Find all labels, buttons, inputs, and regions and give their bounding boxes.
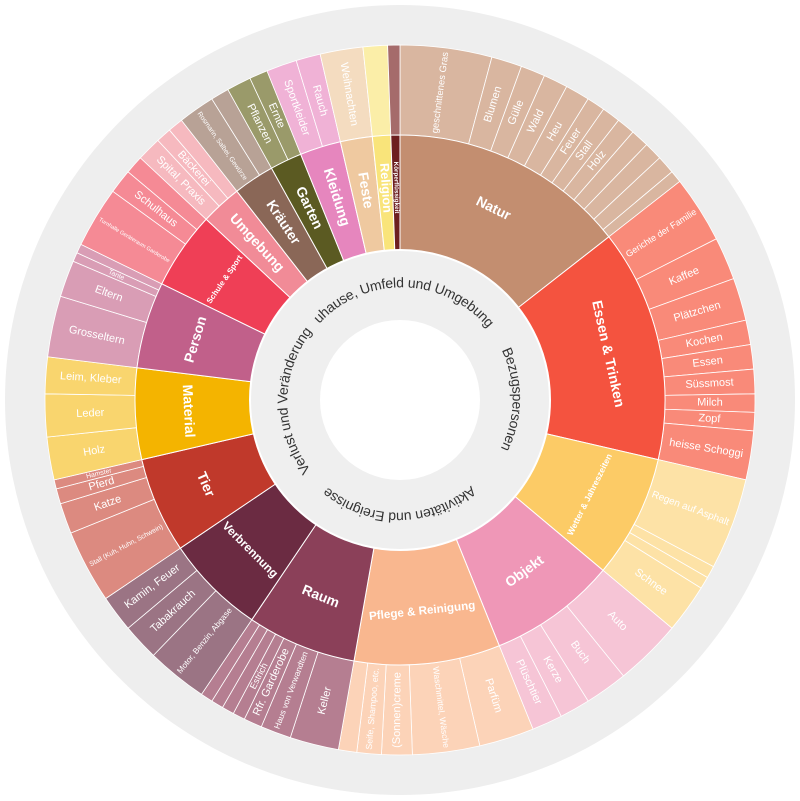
category-label: Religion: [377, 163, 394, 214]
leaf-label: (Sonnen)creme: [391, 672, 404, 748]
category-label: Feste: [355, 171, 377, 210]
leaf-label: Essen: [692, 354, 724, 370]
leaf-label: Milch: [697, 396, 723, 408]
leaf-label: Leim, Kleber: [60, 370, 123, 386]
wedges: [44, 44, 756, 756]
leaf-label: Holz: [82, 443, 106, 458]
category-label: Material: [180, 384, 199, 438]
center-hole: [320, 320, 480, 480]
leaf-label: Zopf: [698, 412, 722, 425]
category-label: Körperflüssigkeit: [392, 162, 400, 215]
leaf-label: Süssmost: [685, 376, 734, 391]
leaf-label: Leder: [76, 407, 105, 420]
